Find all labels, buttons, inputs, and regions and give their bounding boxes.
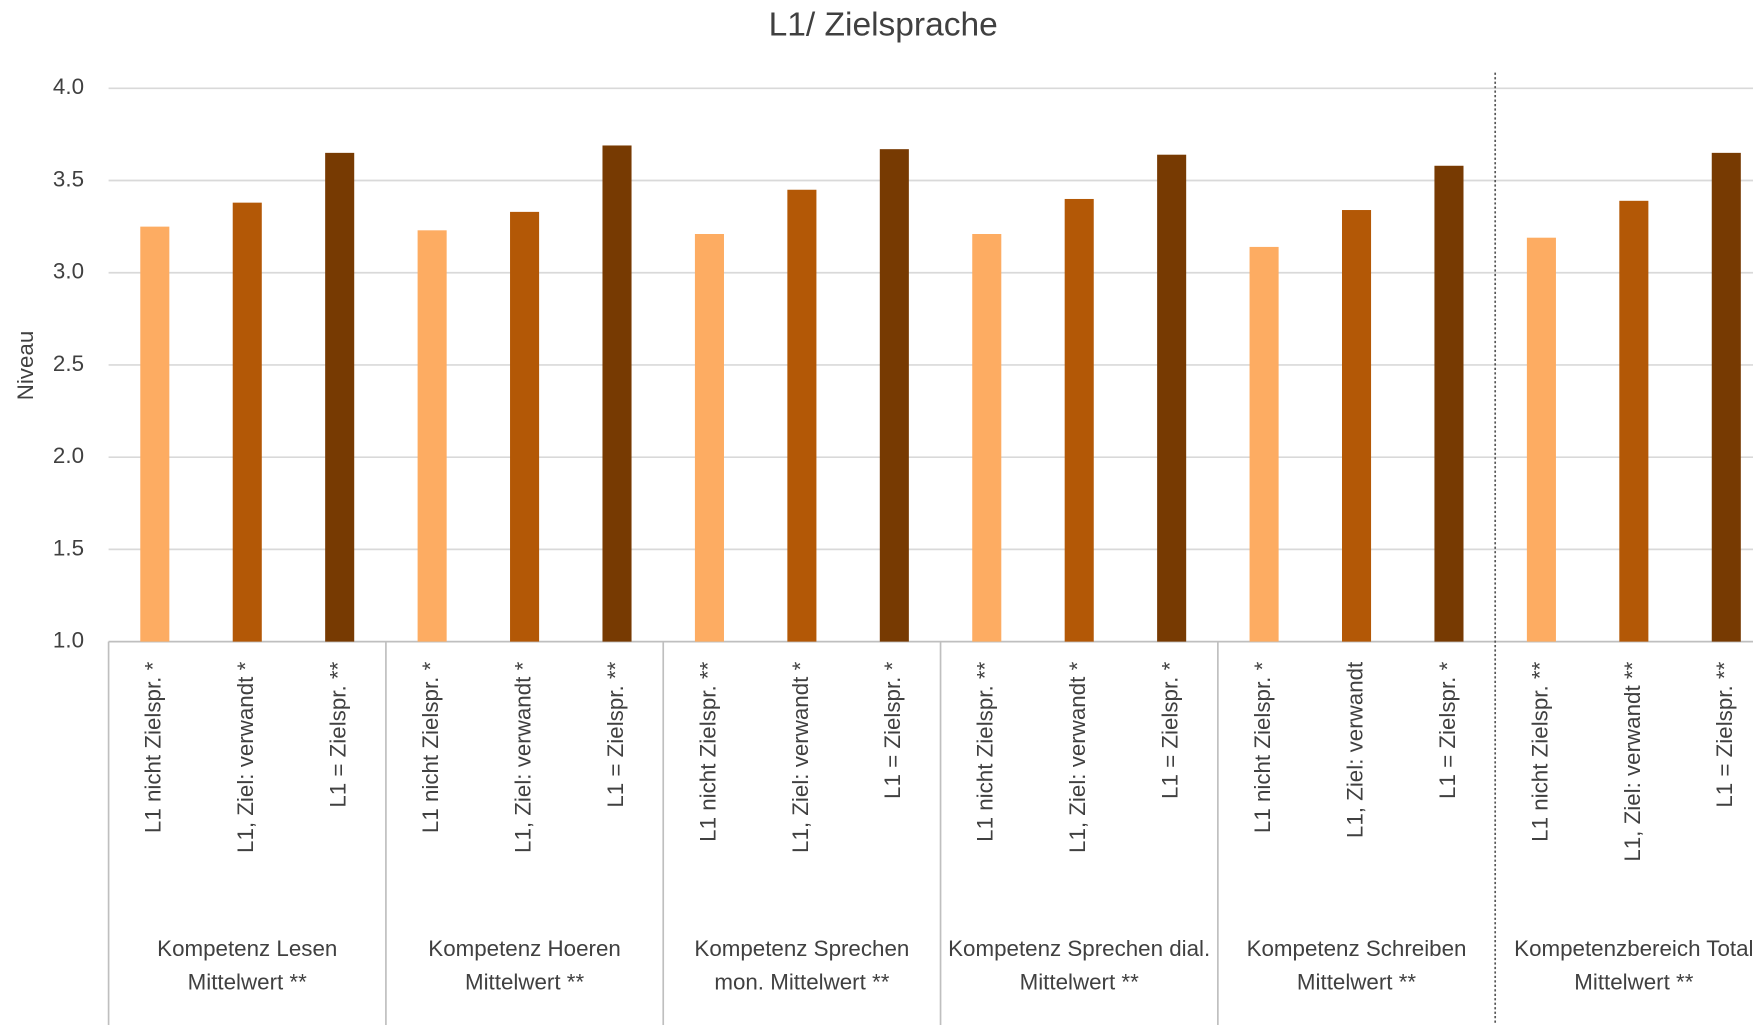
- bar: [694, 234, 724, 642]
- bar: [1526, 237, 1556, 642]
- y-tick-label: 1.5: [53, 535, 84, 560]
- group-label: Kompetenz Schreiben Mittelwert **: [1247, 936, 1467, 995]
- x-tick-label: L1, Ziel: verwandt *: [233, 661, 258, 853]
- y-tick-label: 3.0: [53, 259, 84, 284]
- bar: [1434, 165, 1464, 642]
- x-tick-label: L1, Ziel: verwandt: [1342, 661, 1367, 838]
- bar: [879, 149, 909, 642]
- x-tick-label: L1, Ziel: verwandt *: [510, 661, 535, 853]
- x-tick-label: L1 nicht Zielspr. **: [973, 661, 998, 841]
- bar: [140, 226, 170, 642]
- y-tick-label: 3.5: [53, 166, 84, 191]
- x-tick-label: L1 nicht Zielspr. *: [1250, 661, 1275, 833]
- x-tick-label: L1 = Zielspr. *: [880, 661, 905, 799]
- bar: [325, 152, 355, 642]
- x-tick-label: L1 = Zielspr. **: [1712, 661, 1737, 807]
- x-tick-label: L1 = Zielspr. *: [1435, 661, 1460, 799]
- bar: [1064, 198, 1094, 642]
- bar: [1619, 200, 1649, 642]
- x-tick-label: L1 nicht Zielspr. **: [695, 661, 720, 841]
- x-tick-label: L1, Ziel: verwandt **: [1620, 661, 1645, 861]
- y-tick-label: 2.0: [53, 443, 84, 468]
- x-tick-label: L1 = Zielspr. **: [326, 661, 351, 807]
- x-tick-label: L1 = Zielspr. *: [1158, 661, 1183, 799]
- x-tick-label: L1 nicht Zielspr. **: [1527, 661, 1552, 841]
- group-label: Kompetenz Hoeren Mittelwert **: [428, 936, 621, 995]
- bar: [1249, 246, 1279, 642]
- group-label: Kompetenz Lesen Mittelwert **: [157, 936, 337, 995]
- bar: [232, 202, 262, 642]
- x-tick-label: L1, Ziel: verwandt *: [788, 661, 813, 853]
- x-tick-label: L1 nicht Zielspr. *: [418, 661, 443, 833]
- y-tick-label: 4.0: [53, 74, 84, 99]
- x-tick-label: L1 = Zielspr. **: [603, 661, 628, 807]
- chart-title: L1/ Zielsprache: [769, 7, 998, 44]
- bar: [602, 145, 632, 642]
- bar: [1157, 154, 1187, 642]
- bar: [1711, 152, 1741, 642]
- bar: [972, 234, 1002, 642]
- group-label: Kompetenzbereich Total Mittelwert **: [1514, 936, 1753, 995]
- bar: [510, 211, 540, 642]
- y-axis-label: Niveau: [13, 331, 38, 401]
- x-tick-label: L1 nicht Zielspr. *: [141, 661, 166, 833]
- group-label: Kompetenz Sprechen mon. Mittelwert **: [694, 936, 909, 995]
- bar: [417, 230, 447, 642]
- bar: [787, 189, 817, 642]
- x-tick-label: L1, Ziel: verwandt *: [1065, 661, 1090, 853]
- y-tick-label: 1.0: [53, 628, 84, 653]
- group-label: Kompetenz Sprechen dial. Mittelwert **: [948, 936, 1210, 995]
- y-tick-label: 2.5: [53, 351, 84, 376]
- bar: [1341, 210, 1372, 642]
